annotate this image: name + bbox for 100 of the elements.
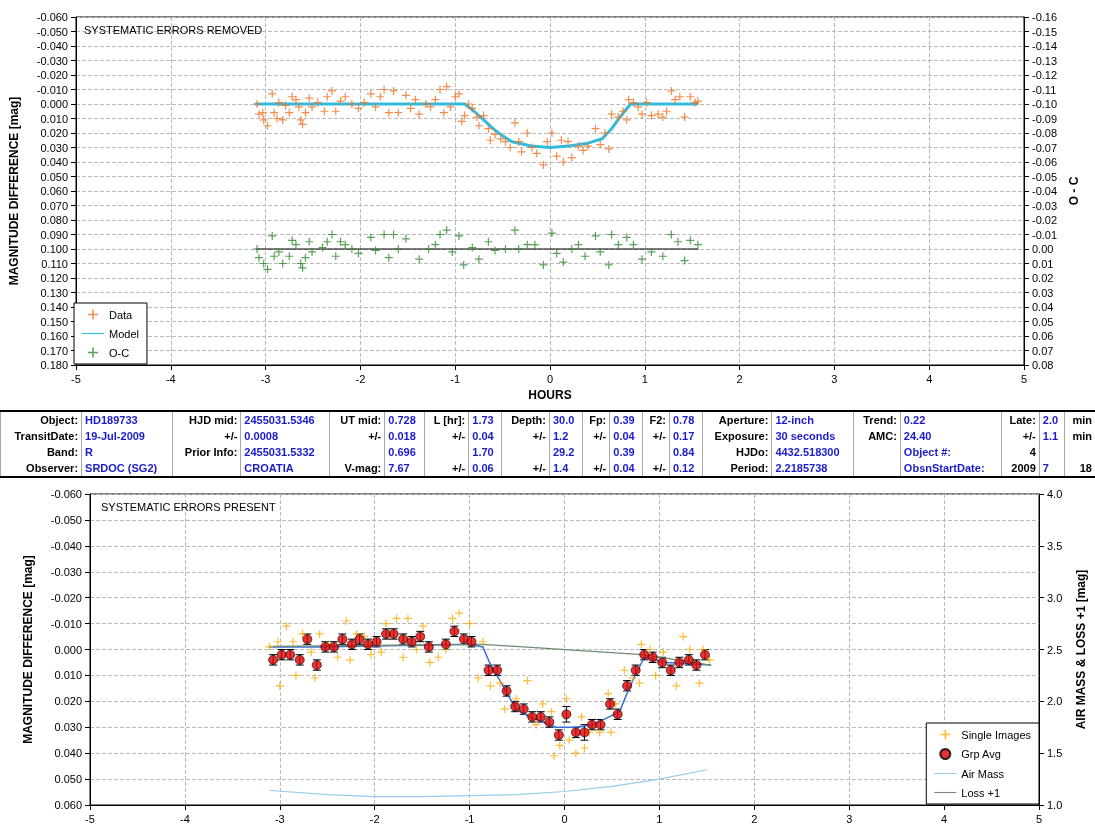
- y-tick-label: 0.000: [40, 98, 68, 110]
- y2-tick-label: 0.01: [1032, 257, 1054, 270]
- text: Late:: [1009, 414, 1036, 426]
- y2-tick-label: 3.0: [1047, 591, 1063, 604]
- y-tick-label: 0.090: [40, 228, 68, 241]
- y-tick-label: 0.150: [40, 315, 68, 328]
- text: 2.2185738: [775, 462, 828, 474]
- x-tick-label: 0: [546, 372, 554, 385]
- text: AMC:: [868, 430, 897, 442]
- y-tick-label: 0.000: [54, 643, 82, 656]
- x-tick-label: -2: [355, 372, 366, 385]
- y-tick-label: 0.170: [40, 344, 68, 357]
- y2-tick-label: -0.10: [1032, 98, 1058, 110]
- text: 18: [1079, 462, 1092, 474]
- y-tick-label: -0.030: [50, 565, 82, 578]
- text: min: [1072, 430, 1092, 442]
- y-tick-label: 0.110: [41, 257, 68, 270]
- text: 7: [1042, 462, 1049, 474]
- y-tick-label: 0.030: [40, 141, 68, 154]
- y2-tick-label: -0.02: [1032, 214, 1058, 226]
- text: Trend:: [863, 414, 897, 426]
- text: +/-: [452, 462, 466, 474]
- x-tick-label: -4: [180, 812, 190, 825]
- y2-tick-label: 0.07: [1032, 344, 1054, 357]
- text: HJDo:: [735, 446, 769, 458]
- y2-tick-label: -0.04: [1032, 185, 1058, 197]
- text: +/-: [1022, 430, 1036, 442]
- text: 29.2: [552, 446, 575, 458]
- y-tick-label: 0.040: [40, 156, 68, 168]
- text: HJD mid:: [189, 414, 238, 426]
- x-tick-label: 3: [831, 372, 838, 385]
- text: 0.0008: [244, 430, 279, 442]
- y2-tick-label: -0.12: [1032, 69, 1058, 81]
- legend-label: O-C: [109, 346, 130, 359]
- x-tick-label: -4: [165, 372, 176, 385]
- legend-label: Loss +1: [961, 786, 1001, 799]
- y-tick-label: 0.070: [40, 199, 68, 212]
- text: Object:: [40, 414, 79, 426]
- text: 0.04: [613, 430, 635, 442]
- text: Prior Info:: [184, 446, 238, 458]
- y2-tick-label: 2.0: [1047, 695, 1063, 708]
- text: 4: [1029, 446, 1036, 458]
- y-tick-label: -0.020: [50, 591, 82, 604]
- text: +/-: [368, 430, 382, 442]
- text: Exposure:: [714, 430, 769, 442]
- y2-tick-label: 4.0: [1047, 488, 1063, 500]
- y-tick-label: -0.020: [36, 69, 68, 81]
- text: min: [1072, 414, 1092, 426]
- y-tick-label: -0.050: [36, 25, 68, 38]
- text: 30 seconds: [775, 430, 836, 442]
- text: 2455031.5346: [244, 414, 315, 426]
- y-tick-label: -0.030: [36, 54, 68, 67]
- text: HD189733: [85, 414, 138, 426]
- legend-label: Model: [109, 327, 139, 340]
- text: 0.39: [613, 414, 635, 426]
- y2-tick-label: 0.02: [1032, 272, 1054, 284]
- y2-tick-label: -0.03: [1032, 199, 1058, 212]
- text: SRDOC (SG2): [85, 462, 158, 474]
- y2-tick-label: -0.05: [1032, 170, 1058, 183]
- text: 12-inch: [775, 414, 814, 426]
- text: +/-: [532, 430, 546, 442]
- y-tick-label: 0.040: [54, 747, 82, 760]
- y2-tick-label: -0.15: [1032, 25, 1058, 38]
- text: Object #:: [903, 446, 951, 458]
- legend-label: Single Images: [961, 728, 1032, 741]
- y-tick-label: -0.050: [50, 513, 82, 526]
- y2-tick-label: 0.04: [1032, 301, 1054, 313]
- x-tick-label: 4: [926, 372, 933, 385]
- x-tick-label: 1: [656, 812, 663, 825]
- text: +/-: [224, 430, 238, 442]
- y2-axis-title: O - C: [1066, 176, 1081, 206]
- text: V-mag:: [344, 462, 382, 474]
- text: UT mid:: [340, 414, 382, 426]
- text: +/-: [652, 462, 666, 474]
- x-tick-label: 2: [751, 812, 758, 825]
- text: 0.018: [388, 430, 416, 442]
- text: 0.04: [472, 430, 494, 442]
- text: F2:: [649, 414, 666, 426]
- y-tick-label: 0.050: [54, 773, 82, 786]
- y-tick-label: 0.020: [54, 695, 82, 708]
- x-tick-label: 2: [736, 372, 743, 385]
- x-tick-label: 3: [846, 812, 853, 825]
- text: +/-: [652, 430, 666, 442]
- text: +/-: [532, 462, 546, 474]
- y-tick-label: -0.040: [50, 539, 82, 552]
- legend-label: Air Mass: [961, 767, 1005, 780]
- y2-tick-label: 0.06: [1032, 330, 1054, 342]
- text: +/-: [593, 430, 607, 442]
- text: 2009: [1011, 462, 1036, 474]
- text: 0.78: [672, 414, 695, 426]
- text: L [hr]:: [433, 414, 466, 426]
- text: 1.73: [472, 414, 494, 426]
- y2-tick-label: -0.14: [1032, 40, 1058, 52]
- text: 1.70: [472, 446, 494, 458]
- y-tick-label: -0.060: [36, 11, 68, 23]
- text: 30.0: [552, 414, 575, 426]
- text: 1.1: [1042, 430, 1059, 442]
- y2-tick-label: 0.05: [1032, 315, 1054, 328]
- y2-tick-label: -0.01: [1032, 228, 1058, 241]
- text: R: [85, 446, 94, 458]
